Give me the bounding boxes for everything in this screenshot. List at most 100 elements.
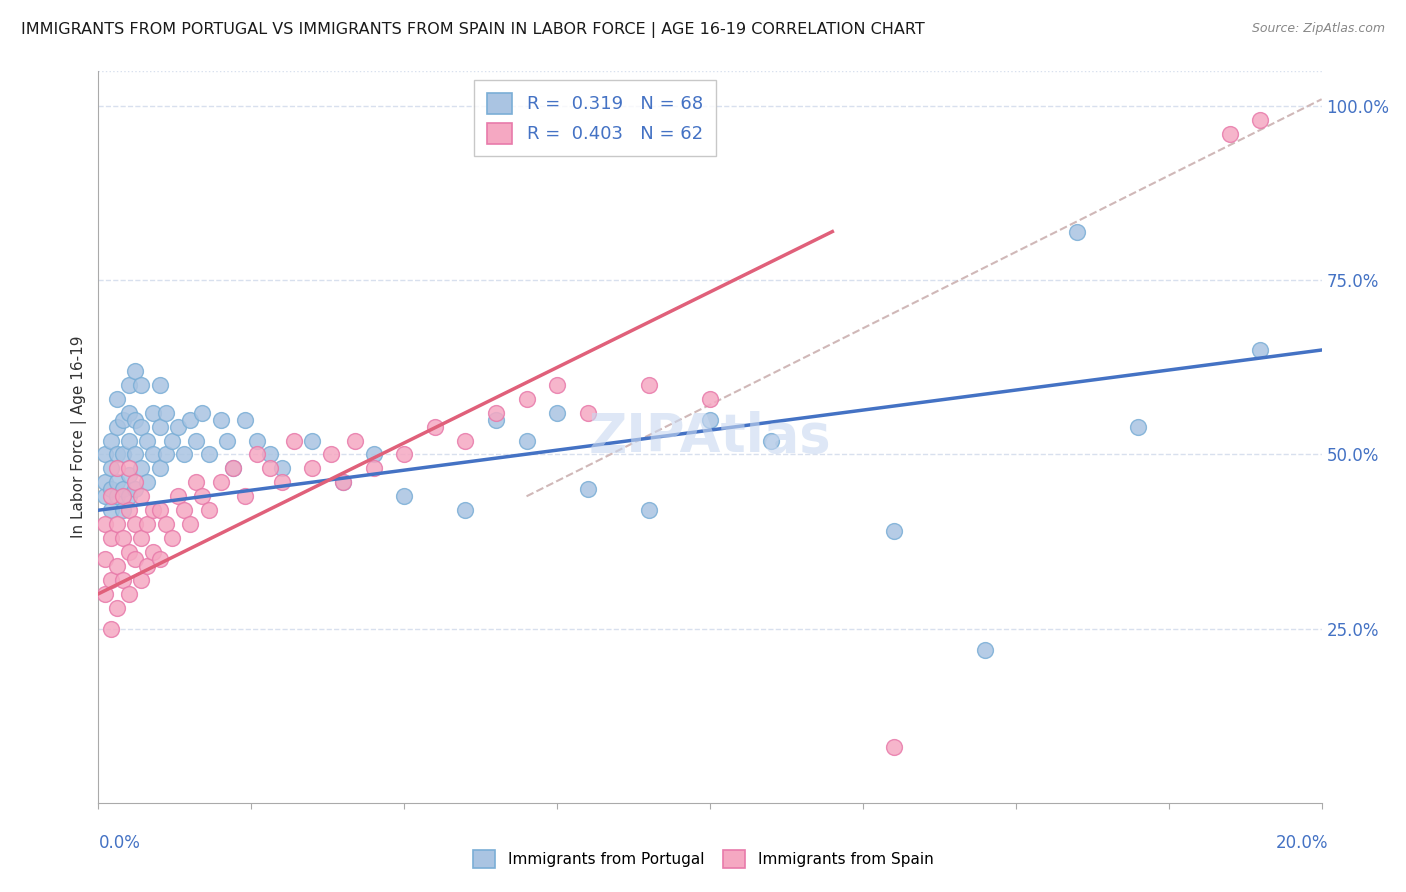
Point	[124, 412, 146, 426]
Point	[118, 434, 141, 448]
Point	[100, 483, 122, 497]
Point	[118, 587, 141, 601]
Point	[124, 552, 146, 566]
Point	[246, 434, 269, 448]
Point	[167, 489, 190, 503]
Point	[142, 503, 165, 517]
Y-axis label: In Labor Force | Age 16-19: In Labor Force | Age 16-19	[72, 335, 87, 539]
Point	[111, 489, 134, 503]
Point	[149, 552, 172, 566]
Point	[246, 448, 269, 462]
Point	[179, 412, 201, 426]
Point	[637, 377, 661, 392]
Point	[93, 448, 115, 462]
Text: Source: ZipAtlas.com: Source: ZipAtlas.com	[1251, 22, 1385, 36]
Text: IMMIGRANTS FROM PORTUGAL VS IMMIGRANTS FROM SPAIN IN LABOR FORCE | AGE 16-19 COR: IMMIGRANTS FROM PORTUGAL VS IMMIGRANTS F…	[21, 22, 925, 38]
Point	[209, 412, 232, 426]
Point	[129, 573, 152, 587]
Point	[118, 489, 141, 503]
Point	[129, 377, 152, 392]
Point	[167, 419, 190, 434]
Point	[100, 622, 122, 636]
Point	[136, 517, 159, 532]
Point	[136, 475, 159, 490]
Point	[124, 517, 146, 532]
Point	[759, 434, 782, 448]
Point	[111, 503, 134, 517]
Point	[105, 448, 128, 462]
Point	[105, 489, 128, 503]
Point	[124, 475, 146, 490]
Legend: Immigrants from Portugal, Immigrants from Spain: Immigrants from Portugal, Immigrants fro…	[467, 844, 939, 873]
Point	[160, 531, 183, 545]
Point	[454, 434, 477, 448]
Point	[105, 461, 128, 475]
Point	[363, 461, 385, 475]
Point	[105, 419, 128, 434]
Point	[155, 517, 177, 532]
Point	[124, 364, 146, 378]
Point	[454, 503, 477, 517]
Point	[699, 412, 721, 426]
Point	[233, 412, 256, 426]
Point	[191, 489, 214, 503]
Point	[155, 406, 177, 420]
Point	[186, 434, 208, 448]
Point	[142, 406, 165, 420]
Point	[105, 558, 128, 573]
Point	[485, 412, 508, 426]
Point	[100, 461, 122, 475]
Point	[974, 642, 997, 657]
Point	[142, 545, 165, 559]
Point	[111, 483, 134, 497]
Point	[516, 392, 538, 406]
Point	[105, 392, 128, 406]
Point	[179, 517, 201, 532]
Point	[546, 406, 568, 420]
Point	[485, 406, 508, 420]
Text: ZIPAtlas: ZIPAtlas	[589, 411, 831, 463]
Point	[222, 461, 245, 475]
Point	[118, 377, 141, 392]
Point	[344, 434, 367, 448]
Point	[136, 558, 159, 573]
Point	[149, 419, 172, 434]
Point	[149, 377, 172, 392]
Point	[191, 406, 214, 420]
Legend: R =  0.319   N = 68, R =  0.403   N = 62: R = 0.319 N = 68, R = 0.403 N = 62	[474, 80, 716, 156]
Point	[173, 448, 195, 462]
Point	[319, 448, 342, 462]
Point	[270, 475, 292, 490]
Point	[129, 489, 152, 503]
Point	[93, 489, 115, 503]
Point	[93, 517, 115, 532]
Point	[301, 434, 323, 448]
Point	[155, 448, 177, 462]
Point	[186, 475, 208, 490]
Point	[1128, 419, 1150, 434]
Point	[105, 475, 128, 490]
Point	[100, 489, 122, 503]
Point	[233, 489, 256, 503]
Point	[259, 461, 281, 475]
Point	[637, 503, 661, 517]
Point	[118, 503, 141, 517]
Point	[105, 600, 128, 615]
Point	[576, 406, 599, 420]
Point	[197, 448, 219, 462]
Point	[699, 392, 721, 406]
Point	[270, 461, 292, 475]
Point	[883, 740, 905, 755]
Point	[129, 419, 152, 434]
Point	[124, 483, 146, 497]
Point	[100, 434, 122, 448]
Point	[197, 503, 219, 517]
Point	[392, 489, 416, 503]
Point	[100, 531, 122, 545]
Point	[1219, 127, 1241, 141]
Point	[1249, 343, 1271, 357]
Point	[93, 587, 115, 601]
Point	[100, 573, 122, 587]
Point	[111, 412, 134, 426]
Point	[111, 531, 134, 545]
